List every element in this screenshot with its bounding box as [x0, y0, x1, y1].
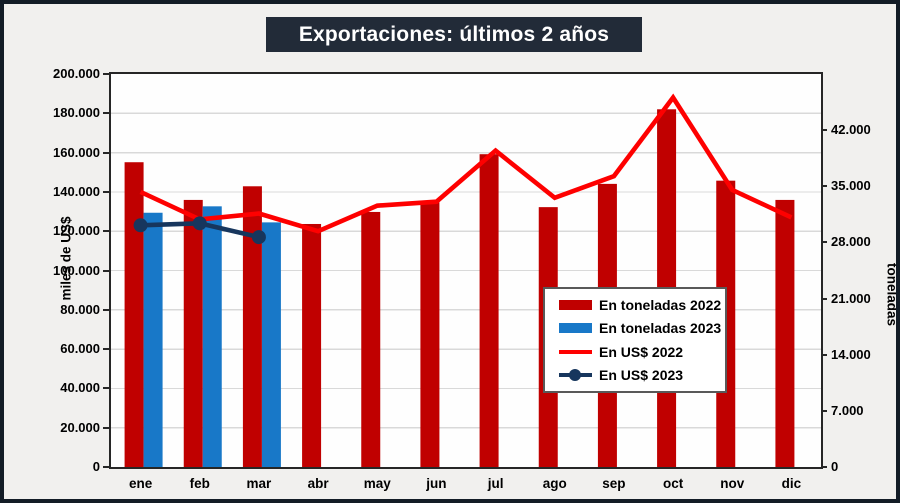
- y-axis-right-tick-mark: [821, 185, 827, 188]
- marker-2023-ene: [133, 218, 148, 233]
- chart-title: Exportaciones: últimos 2 años: [266, 17, 642, 52]
- x-axis-label-ago: ago: [542, 476, 567, 491]
- y-axis-left-tick-mark: [103, 73, 109, 75]
- y-axis-right-tick-mark: [821, 129, 827, 132]
- bar-2022-ene: [124, 162, 144, 467]
- x-axis-label-feb: feb: [189, 476, 210, 491]
- bar-2022-may: [361, 211, 381, 467]
- x-axis-label-mar: mar: [246, 476, 272, 491]
- legend-swatch-bar-2022-icon: [559, 299, 592, 310]
- x-axis-label-oct: oct: [662, 476, 684, 491]
- y-axis-right-tick-label: 21.000: [831, 290, 871, 306]
- bar-2022-abr: [302, 223, 322, 467]
- y-axis-left-tick-mark: [103, 230, 109, 233]
- legend-label: En toneladas 2022: [599, 296, 722, 313]
- y-axis-left-tick-label: 20.000: [60, 419, 100, 435]
- y-axis-left-tick-mark: [103, 426, 109, 429]
- x-axis-label-jul: jul: [487, 476, 504, 491]
- y-axis-left-tick-mark: [103, 387, 109, 390]
- line-us2022: [139, 93, 793, 234]
- x-axis-label-nov: nov: [720, 476, 745, 491]
- y-axis-right-tick-mark: [821, 297, 827, 300]
- y-axis-right-tick-label: 0: [831, 459, 839, 474]
- legend-swatch-line-2022-icon: [559, 349, 592, 354]
- y-axis-left-tick-mark: [103, 112, 109, 115]
- bar-2022-feb: [183, 199, 203, 467]
- bar-2022-jul: [479, 154, 499, 467]
- y-axis-right-tick-label: 28.000: [831, 234, 871, 250]
- y-axis-left-tick-label: 180.000: [53, 105, 100, 121]
- y-axis-right-tick-mark: [821, 353, 827, 356]
- x-axis-label-sep: sep: [602, 476, 626, 491]
- x-axis-label-dic: dic: [781, 476, 802, 491]
- y-axis-right-tick-mark: [821, 466, 827, 468]
- marker-2023-mar: [251, 230, 266, 245]
- y-axis-left-tick-label: 160.000: [53, 144, 100, 160]
- x-axis-label-ene: ene: [128, 476, 153, 491]
- y-axis-left-tick-label: 120.000: [53, 223, 100, 239]
- bar-2022-mar: [242, 186, 262, 467]
- bar-2023-ene: [143, 212, 163, 467]
- legend: En toneladas 2022 En toneladas 2023 En U…: [543, 287, 727, 393]
- bar-2022-dic: [775, 199, 795, 467]
- bar-2023-feb: [202, 206, 222, 467]
- legend-label: En toneladas 2023: [599, 320, 722, 337]
- plot-canvas: [111, 93, 821, 467]
- y-axis-right-tick-mark: [821, 409, 827, 412]
- y-axis-left-tick-label: 80.000: [60, 301, 100, 317]
- x-axis-label-may: may: [363, 476, 391, 491]
- legend-item-toneladas-2023: En toneladas 2023: [559, 317, 725, 339]
- y-axis-right-tick-label: 7.000: [831, 402, 864, 418]
- plot-area: [109, 72, 823, 469]
- y-axis-right-tick-label: 14.000: [831, 346, 871, 362]
- y-axis-right-tick-mark: [821, 241, 827, 244]
- legend-label: En US$ 2023: [599, 367, 684, 384]
- y-axis-left-tick-label: 0: [92, 459, 100, 474]
- marker-2023-feb: [192, 216, 207, 231]
- y-axis-left-tick-label: 100.000: [53, 262, 100, 278]
- y-axis-left-tick-mark: [103, 466, 109, 468]
- y-axis-left-tick-label: 40.000: [60, 380, 100, 396]
- legend-item-usd-2022: En US$ 2022: [559, 341, 725, 363]
- legend-item-usd-2023: En US$ 2023: [559, 364, 725, 386]
- y-axis-left-tick-mark: [103, 269, 109, 272]
- right-axis-title: toneladas: [884, 262, 900, 327]
- bar-2022-jun: [420, 202, 440, 467]
- legend-swatch-line-2023-icon: [559, 369, 592, 382]
- y-axis-left-tick-mark: [103, 348, 109, 351]
- y-axis-left-tick-mark: [103, 308, 109, 311]
- legend-marker-dot-icon: [569, 369, 581, 382]
- legend-swatch-bar-2023-icon: [559, 323, 592, 334]
- y-axis-left-tick-mark: [103, 151, 109, 154]
- y-axis-left-tick-label: 60.000: [60, 341, 100, 357]
- x-axis-label-abr: abr: [307, 476, 329, 491]
- y-axis-right-tick-label: 35.000: [831, 178, 871, 194]
- x-axis-label-jun: jun: [426, 476, 447, 491]
- y-axis-left-tick-label: 140.000: [53, 183, 100, 199]
- bar-2023-mar: [261, 222, 281, 467]
- legend-item-toneladas-2022: En toneladas 2022: [559, 294, 725, 316]
- y-axis-left-tick-label: 200.000: [53, 66, 100, 81]
- legend-label: En US$ 2022: [599, 343, 684, 360]
- y-axis-left-tick-mark: [103, 190, 109, 193]
- y-axis-right-tick-label: 42.000: [831, 122, 871, 138]
